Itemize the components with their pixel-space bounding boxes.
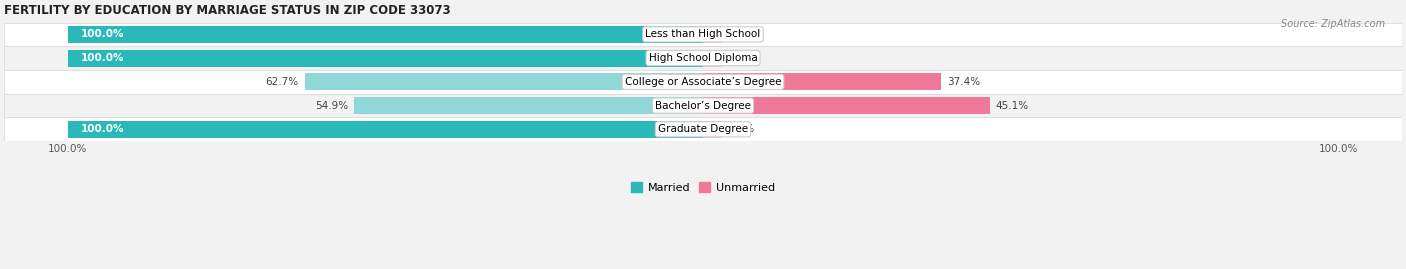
Bar — [67, 121, 703, 138]
Text: Less than High School: Less than High School — [645, 29, 761, 39]
Text: 0.0%: 0.0% — [728, 53, 755, 63]
Text: 45.1%: 45.1% — [995, 101, 1029, 111]
Text: 0.0%: 0.0% — [728, 29, 755, 39]
Text: 100.0%: 100.0% — [80, 53, 124, 63]
Bar — [703, 97, 990, 114]
Text: 62.7%: 62.7% — [266, 77, 298, 87]
Bar — [703, 121, 723, 138]
Bar — [703, 26, 723, 43]
Bar — [354, 97, 703, 114]
Bar — [703, 49, 723, 67]
Bar — [703, 73, 941, 90]
Bar — [4, 118, 1402, 141]
Bar — [305, 73, 703, 90]
Bar — [4, 70, 1402, 94]
Bar — [67, 26, 703, 43]
Text: Bachelor’s Degree: Bachelor’s Degree — [655, 101, 751, 111]
Text: 100.0%: 100.0% — [80, 29, 124, 39]
Bar — [4, 23, 1402, 46]
Text: FERTILITY BY EDUCATION BY MARRIAGE STATUS IN ZIP CODE 33073: FERTILITY BY EDUCATION BY MARRIAGE STATU… — [4, 4, 451, 17]
Bar — [4, 46, 1402, 70]
Legend: Married, Unmarried: Married, Unmarried — [627, 178, 779, 197]
Text: High School Diploma: High School Diploma — [648, 53, 758, 63]
Text: 100.0%: 100.0% — [80, 124, 124, 134]
Text: College or Associate’s Degree: College or Associate’s Degree — [624, 77, 782, 87]
Text: Graduate Degree: Graduate Degree — [658, 124, 748, 134]
Bar — [4, 94, 1402, 118]
Text: Source: ZipAtlas.com: Source: ZipAtlas.com — [1281, 19, 1385, 29]
Bar — [67, 49, 703, 67]
Text: 54.9%: 54.9% — [315, 101, 347, 111]
Text: 37.4%: 37.4% — [948, 77, 980, 87]
Text: 0.0%: 0.0% — [728, 124, 755, 134]
